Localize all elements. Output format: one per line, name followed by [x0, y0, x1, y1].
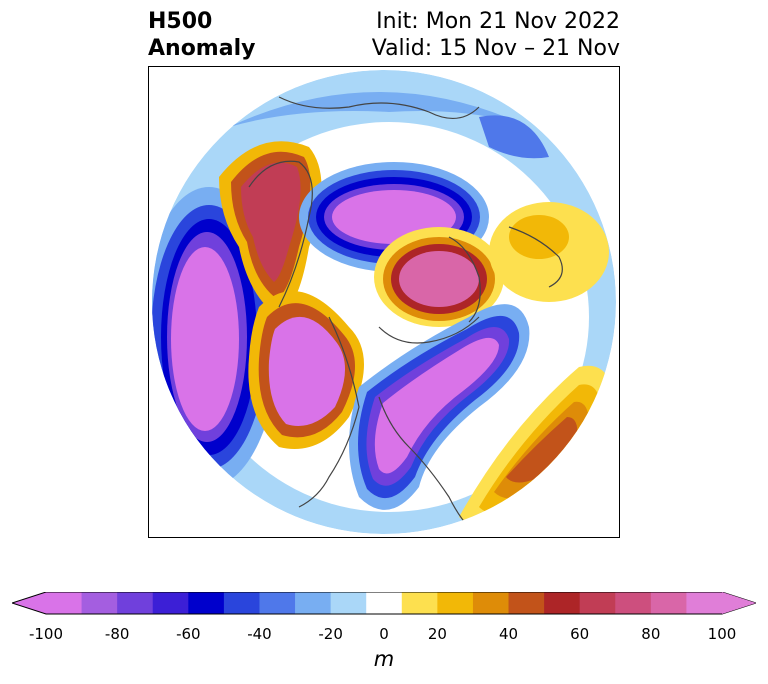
colorbar-tick-label: 20: [427, 625, 447, 643]
colorbar-segment: [615, 592, 652, 614]
colorbar-segment: [81, 592, 118, 614]
colorbar-segment: [508, 592, 545, 614]
colorbar-segment: [401, 592, 438, 614]
colorbar-tick-label: -80: [104, 625, 130, 643]
coastlines: [248, 96, 563, 528]
anomaly-high-europe: [489, 202, 609, 302]
colorbar-tick-label: -40: [247, 625, 272, 643]
colorbar-under-arrow: [12, 592, 46, 614]
anomaly-high-barents: [374, 227, 504, 327]
anomaly-low-eastern-us: [349, 304, 530, 510]
colorbar-tick-label: 100: [707, 625, 737, 643]
colorbar-segment: [46, 592, 83, 614]
colorbar-segment: [152, 592, 189, 614]
anomaly-high-atlantic: [459, 365, 615, 529]
plot-title-right: Init: Mon 21 Nov 2022 Valid: 15 Nov – 21…: [372, 8, 620, 62]
colorbar-tick-label: 0: [379, 625, 389, 643]
colorbar-segment: [117, 592, 154, 614]
colorbar-segment: [686, 592, 723, 614]
colorbar-segment: [295, 592, 332, 614]
colorbar-over-arrow: [722, 592, 756, 614]
colorbar-tick-label: -60: [176, 625, 201, 643]
anomaly-map: [152, 70, 616, 534]
colorbar-segment: [544, 592, 581, 614]
plot-title-left: H500 Anomaly: [148, 8, 255, 62]
colorbar-segment: [472, 592, 510, 614]
variable-title: H500: [148, 9, 213, 34]
variable-subtitle: Anomaly: [148, 36, 256, 61]
map-panel: [148, 66, 620, 538]
colorbar-segment: [437, 592, 474, 614]
colorbar-tick-label: -20: [318, 625, 343, 643]
colorbar: [12, 592, 756, 615]
colorbar-segment: [366, 592, 403, 614]
init-time-label: Init: Mon 21 Nov 2022: [376, 9, 620, 34]
colorbar-segment: [579, 592, 616, 614]
colorbar-segment: [259, 592, 296, 614]
valid-period-label: Valid: 15 Nov – 21 Nov: [371, 36, 620, 61]
colorbar-tick-label: -100: [28, 625, 64, 643]
colorbar-segment: [188, 592, 225, 614]
colorbar-segment: [650, 592, 687, 614]
colorbar-segment: [330, 592, 367, 614]
colorbar-unit-label: m: [373, 647, 395, 671]
colorbar-tick-label: 60: [570, 625, 590, 643]
anomaly-high-siberia: [219, 141, 322, 317]
colorbar-segment: [223, 592, 260, 614]
colorbar-tick-label: 80: [641, 625, 661, 643]
colorbar-tick-label: 40: [498, 625, 519, 643]
